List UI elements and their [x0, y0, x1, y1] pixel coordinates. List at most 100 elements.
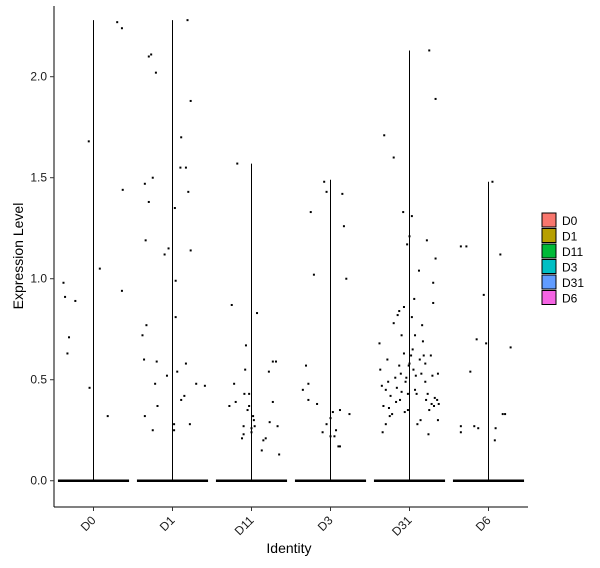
data-point: [416, 423, 419, 426]
data-point: [431, 374, 434, 377]
data-point: [437, 402, 440, 405]
data-point: [242, 425, 245, 428]
data-point: [151, 429, 154, 432]
legend-label: D6: [562, 292, 578, 306]
data-point: [426, 392, 429, 395]
data-point: [309, 211, 312, 214]
data-point: [144, 239, 147, 242]
legend-label: D1: [562, 230, 578, 244]
data-point: [434, 257, 437, 260]
y-axis-ticks: 0.0 0.5 1.0 1.5 2.0: [30, 70, 54, 488]
data-point: [116, 21, 119, 24]
data-point: [325, 190, 328, 193]
data-point: [312, 273, 315, 276]
y-axis-title: Expression Level: [10, 203, 26, 310]
data-point: [394, 376, 397, 379]
legend-swatch: [541, 228, 557, 243]
data-point: [189, 99, 192, 102]
data-point: [66, 352, 69, 355]
data-point: [424, 380, 427, 383]
data-point: [493, 439, 496, 442]
data-point: [387, 407, 390, 410]
legend-swatch: [541, 243, 557, 259]
legend-swatch: [541, 290, 557, 305]
data-point: [176, 370, 179, 373]
data-point: [383, 134, 386, 137]
data-point: [379, 368, 382, 371]
data-point: [413, 297, 416, 300]
data-point: [253, 425, 256, 428]
data-point: [203, 384, 206, 387]
data-point: [388, 415, 391, 418]
legend-label: D11: [562, 245, 583, 259]
x-tick-label: D6: [473, 513, 494, 534]
data-point: [473, 425, 476, 428]
legend-label: D31: [562, 276, 584, 290]
data-point: [180, 136, 183, 139]
data-point: [147, 55, 150, 58]
x-axis-title: Identity: [266, 540, 311, 556]
data-point: [246, 409, 249, 412]
plot-area: [57, 19, 525, 483]
data-point: [267, 370, 270, 373]
data-point: [417, 269, 420, 272]
data-point: [145, 324, 148, 327]
data-point: [386, 358, 389, 361]
data-point: [421, 340, 424, 343]
data-point: [432, 404, 435, 407]
data-point: [121, 188, 124, 191]
data-point: [154, 382, 157, 385]
data-point: [341, 192, 344, 195]
data-point: [186, 19, 189, 22]
data-point: [389, 394, 392, 397]
data-point: [262, 439, 265, 442]
data-point: [396, 314, 399, 317]
legend-label: D0: [562, 214, 578, 228]
data-point: [414, 374, 417, 377]
data-point: [381, 431, 384, 434]
data-point: [301, 388, 304, 391]
data-point: [228, 404, 231, 407]
y-tick-label: 0.0: [30, 474, 47, 488]
data-point: [469, 370, 472, 373]
y-tick-label: 1.0: [30, 272, 47, 286]
data-point: [173, 429, 176, 432]
data-point: [406, 392, 409, 395]
data-point: [398, 310, 401, 313]
data-point: [410, 316, 413, 319]
data-point: [395, 386, 398, 389]
data-point: [491, 180, 494, 183]
data-point: [120, 289, 123, 292]
data-point: [120, 27, 123, 30]
data-point: [434, 97, 437, 100]
data-point: [271, 360, 274, 363]
data-point: [316, 402, 319, 405]
data-point: [436, 372, 439, 375]
data-point: [184, 166, 187, 169]
data-point: [509, 346, 512, 349]
x-tick-label: D3: [315, 513, 336, 534]
data-point: [264, 437, 267, 440]
data-point: [187, 190, 190, 193]
data-point: [400, 390, 403, 393]
data-point: [392, 156, 395, 159]
data-point: [402, 211, 405, 214]
data-point: [307, 398, 310, 401]
data-point: [167, 247, 170, 250]
data-point: [305, 364, 308, 367]
data-point: [419, 419, 422, 422]
data-point: [406, 243, 409, 246]
data-point: [189, 249, 192, 252]
data-point: [143, 415, 146, 418]
legend-label: D3: [562, 261, 578, 275]
data-point: [504, 413, 507, 416]
data-point: [329, 417, 332, 420]
data-point: [271, 400, 274, 403]
data-point: [331, 411, 334, 414]
data-point: [378, 342, 381, 345]
data-point: [179, 166, 182, 169]
data-point: [174, 279, 177, 282]
data-point: [256, 312, 259, 315]
data-point: [68, 336, 71, 339]
